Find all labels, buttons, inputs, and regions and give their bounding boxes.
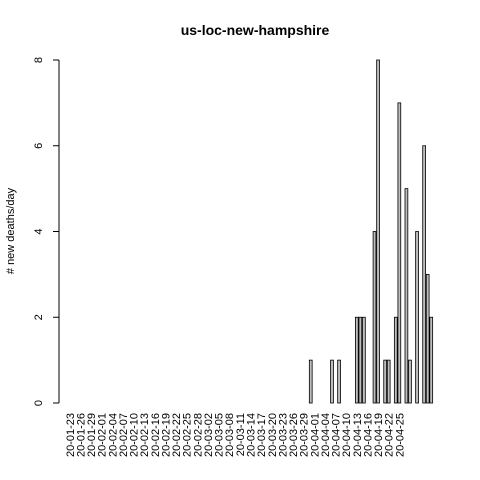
bars-group [308, 59, 434, 404]
x-tick-label: 20-03-20 [267, 413, 279, 457]
x-tick-label: 20-02-16 [150, 413, 162, 457]
x-tick-label: 20-04-22 [384, 413, 396, 457]
x-tick-label: 20-04-07 [331, 413, 343, 457]
x-tick-label: 20-03-08 [224, 413, 236, 457]
x-tick-label: 20-02-22 [171, 413, 183, 457]
x-tick-label: 20-03-05 [214, 413, 226, 457]
x-axis: 20-01-2320-01-2620-01-2920-02-0120-02-04… [65, 413, 407, 457]
x-tick-label: 20-04-01 [309, 413, 321, 457]
x-tick-label: 20-04-13 [352, 413, 364, 457]
bar [308, 359, 313, 404]
x-tick-label: 20-03-26 [288, 413, 300, 457]
y-tick-label: 6 [33, 143, 45, 149]
bar [422, 145, 426, 404]
x-tick-label: 20-02-19 [160, 413, 172, 457]
x-tick-label: 20-02-07 [118, 413, 130, 457]
bar [408, 359, 412, 404]
y-tick-label: 2 [33, 314, 45, 320]
bar [372, 231, 377, 404]
bar [425, 273, 430, 404]
x-tick-label: 20-03-11 [235, 413, 247, 456]
x-tick-label: 20-02-28 [192, 413, 204, 457]
bar [415, 231, 419, 404]
bar [386, 359, 391, 404]
y-axis-label: # new deaths/day [5, 187, 17, 274]
x-tick-label: 20-04-10 [341, 413, 353, 457]
bar [429, 316, 434, 404]
bar [330, 359, 334, 404]
x-tick-label: 20-02-01 [97, 413, 109, 457]
y-tick-label: 4 [33, 228, 45, 234]
x-tick-label: 20-03-14 [246, 413, 258, 457]
y-axis: 0 2 4 6 8 [33, 57, 60, 406]
x-tick-label: 20-02-10 [129, 413, 141, 457]
x-tick-label: 20-02-25 [182, 413, 194, 457]
x-tick-label: 20-03-17 [256, 413, 268, 457]
x-tick-label: 20-03-23 [277, 413, 289, 457]
x-tick-label: 20-02-13 [139, 413, 151, 457]
bar [383, 359, 387, 404]
x-tick-label: 20-04-16 [362, 413, 374, 457]
x-tick-label: 20-02-04 [107, 413, 119, 457]
x-tick-label: 20-01-26 [75, 413, 87, 457]
x-tick-label: 20-04-19 [373, 413, 385, 457]
bar [376, 59, 380, 404]
bar [393, 316, 398, 404]
x-tick-label: 20-01-29 [86, 413, 98, 457]
y-tick-label: 0 [33, 400, 45, 406]
bar [358, 316, 363, 404]
bar [404, 188, 409, 404]
x-tick-label: 20-04-25 [394, 413, 406, 457]
bar [397, 102, 402, 404]
x-tick-label: 20-01-23 [65, 413, 77, 457]
x-tick-label: 20-04-04 [320, 413, 332, 457]
x-tick-label: 20-03-29 [299, 413, 311, 457]
bar [337, 359, 341, 404]
x-tick-label: 20-03-02 [203, 413, 215, 457]
chart-title: us-loc-new-hampshire [181, 22, 330, 38]
y-tick-label: 8 [33, 57, 45, 63]
bar [362, 316, 366, 404]
bar [354, 316, 359, 404]
